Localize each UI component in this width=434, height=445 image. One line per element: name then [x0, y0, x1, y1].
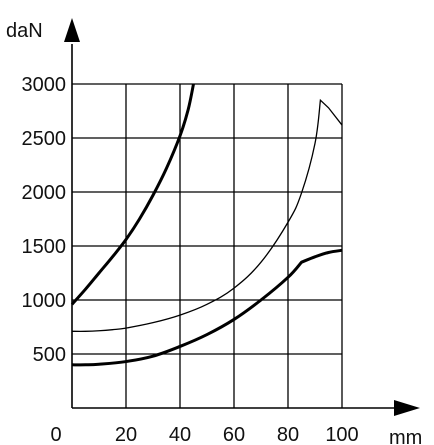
y-tick-label: 500	[33, 344, 66, 366]
x-tick-label: 100	[325, 424, 358, 445]
y-axis-title: daN	[6, 20, 43, 42]
x-axis-title: mm	[389, 427, 422, 445]
y-axis-arrow-icon	[64, 18, 80, 42]
tick-labels: 500 1000 1500 2000 2500 3000 0 20 40 60 80 100	[22, 74, 359, 445]
y-tick-label: 2000	[22, 182, 67, 204]
y-tick-label: 1500	[22, 236, 67, 258]
x-tick-label: 20	[115, 424, 137, 445]
y-tick-label: 2500	[22, 128, 67, 150]
axes	[64, 18, 420, 416]
series	[70, 83, 343, 367]
series-line-1	[70, 83, 195, 306]
x-tick-label: 60	[223, 424, 245, 445]
x-tick-label: 0	[50, 424, 61, 445]
x-tick-label: 80	[277, 424, 299, 445]
x-axis-arrow-icon	[394, 400, 420, 416]
x-tick-label: 40	[169, 424, 191, 445]
series-line-2	[71, 98, 343, 333]
y-tick-label: 3000	[22, 74, 67, 96]
series-line-3	[71, 248, 343, 367]
grid	[72, 83, 343, 408]
y-tick-label: 1000	[22, 290, 67, 312]
